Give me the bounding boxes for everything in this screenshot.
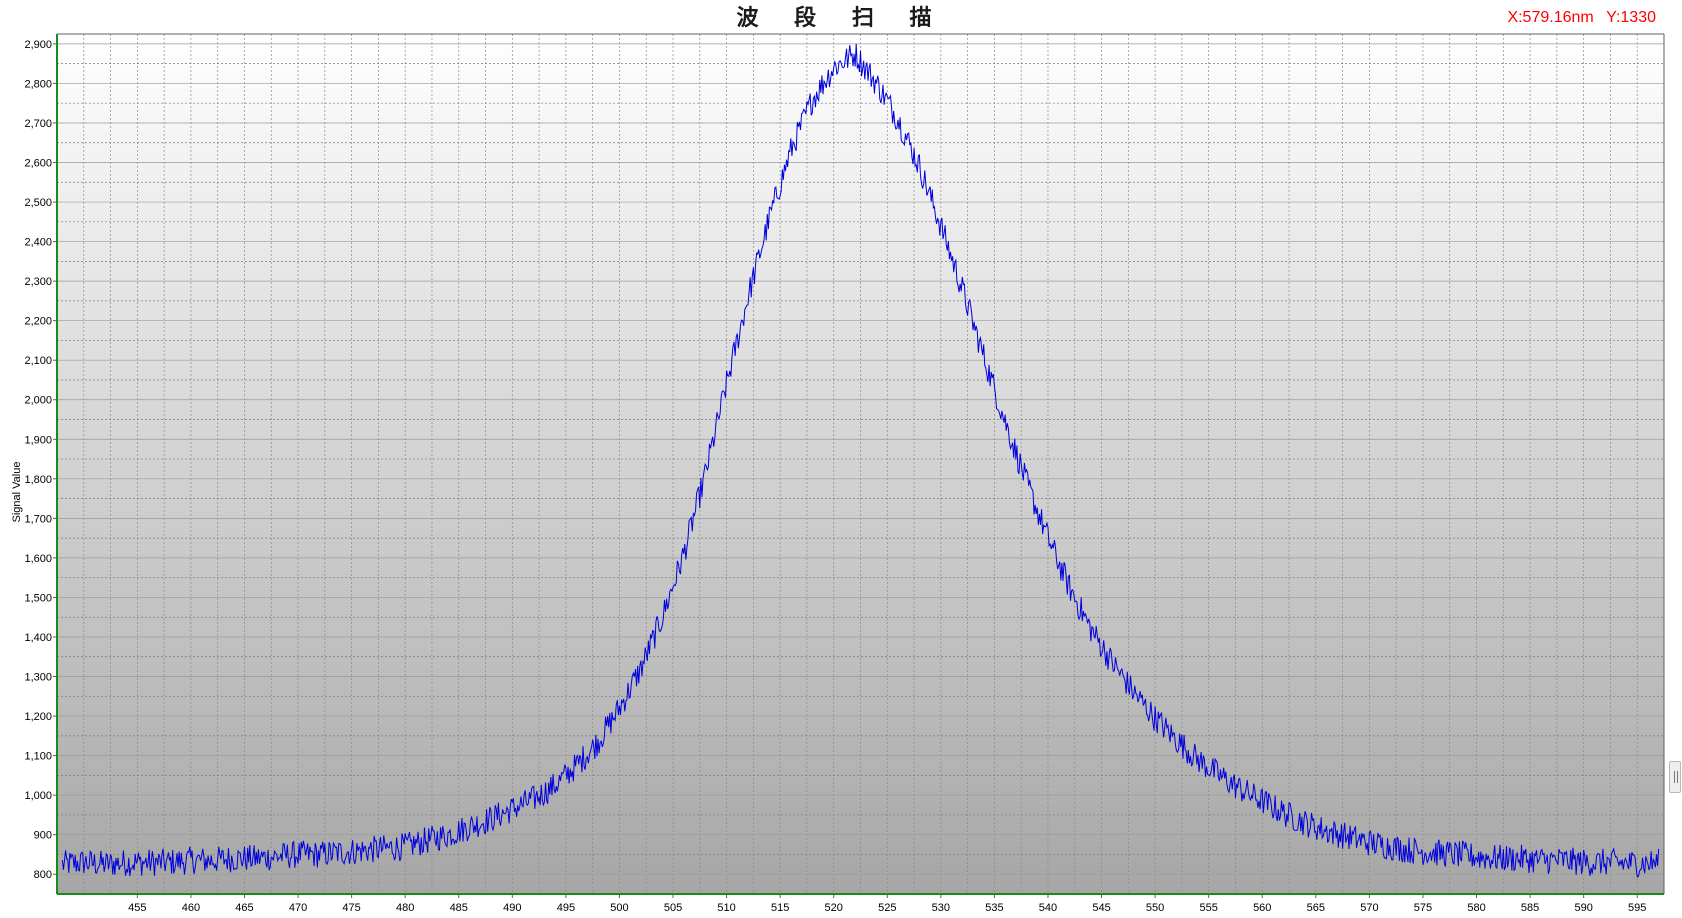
y-tick-label: 1,700 [24,513,52,525]
y-tick-label: 1,400 [24,632,52,644]
y-tick-label: 1,000 [24,790,52,802]
x-tick-label: 545 [1092,902,1110,914]
y-tick-label: 2,400 [24,237,52,249]
x-tick-label: 565 [1307,902,1325,914]
y-tick-label: 1,800 [24,474,52,486]
x-tick-label: 475 [342,902,360,914]
y-tick-label: 1,500 [24,592,52,604]
chart-title: 波 段 扫 描 [736,5,946,31]
cursor-y-readout: Y:1330 [1606,9,1656,26]
x-tick-label: 530 [932,902,950,914]
y-tick-label: 2,500 [24,197,52,209]
y-tick-label: 2,000 [24,395,52,407]
x-tick-label: 580 [1467,902,1485,914]
scroll-handle[interactable] [1669,761,1681,793]
x-tick-label: 560 [1253,902,1271,914]
y-tick-label: 2,100 [24,355,52,367]
y-tick-label: 1,300 [24,672,52,684]
x-tick-label: 480 [396,902,414,914]
x-tick-label: 510 [717,902,735,914]
y-tick-label: 2,300 [24,276,52,288]
y-tick-label: 1,900 [24,434,52,446]
x-tick-label: 495 [557,902,575,914]
x-tick-label: 590 [1574,902,1592,914]
x-tick-label: 490 [503,902,521,914]
y-tick-label: 2,200 [24,316,52,328]
x-tick-label: 585 [1521,902,1539,914]
x-tick-label: 550 [1146,902,1164,914]
y-tick-label: 2,600 [24,158,52,170]
x-tick-label: 500 [610,902,628,914]
y-tick-label: 1,600 [24,553,52,565]
x-tick-label: 460 [182,902,200,914]
x-tick-label: 540 [1039,902,1057,914]
y-tick-label: 800 [34,869,52,881]
x-tick-label: 485 [450,902,468,914]
x-tick-label: 455 [128,902,146,914]
x-tick-label: 575 [1414,902,1432,914]
y-tick-label: 1,100 [24,751,52,763]
x-tick-label: 595 [1628,902,1646,914]
y-tick-label: 1,200 [24,711,52,723]
y-tick-label: 2,900 [24,39,52,51]
x-tick-label: 555 [1200,902,1218,914]
x-tick-label: 525 [878,902,896,914]
cursor-readout: X:579.16nm Y:1330 [1499,9,1656,27]
x-tick-label: 505 [664,902,682,914]
y-tick-label: 2,700 [24,118,52,130]
y-tick-label: 2,800 [24,78,52,90]
x-tick-label: 520 [825,902,843,914]
x-tick-label: 465 [235,902,253,914]
x-tick-label: 470 [289,902,307,914]
series-line [61,43,1660,878]
x-tick-label: 570 [1360,902,1378,914]
cursor-x-readout: X:579.16nm [1507,9,1594,26]
y-tick-label: 900 [34,830,52,842]
x-tick-label: 515 [771,902,789,914]
x-tick-label: 535 [985,902,1003,914]
